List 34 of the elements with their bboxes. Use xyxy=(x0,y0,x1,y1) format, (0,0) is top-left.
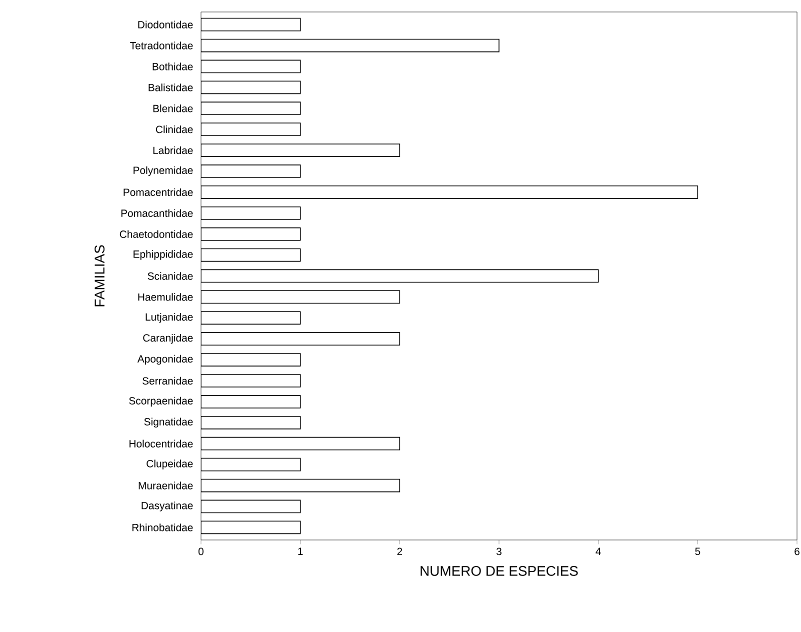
y-tick-label: Scorpaenidae xyxy=(129,396,193,407)
y-tick-label: Serranidae xyxy=(142,376,193,385)
y-tick-label: Clinidae xyxy=(156,125,193,134)
y-tick-label: Ephippididae xyxy=(134,250,193,260)
y-tick-label: Balistidae xyxy=(148,84,193,92)
y-tick-label: Haemulidae xyxy=(138,293,193,301)
x-tick-label: 5 xyxy=(695,548,700,556)
x-tick-label: 1 xyxy=(298,548,303,555)
y-tick-label: Labridae xyxy=(153,146,193,154)
y-tick-label: Bothidae xyxy=(152,62,193,70)
x-tick-label: 0 xyxy=(198,548,204,556)
y-tick-label: Holocentridae xyxy=(130,440,193,448)
y-tick-label: Polynemidae xyxy=(134,166,193,176)
x-tick-label: 6 xyxy=(794,548,800,556)
y-tick-label: Signatidae xyxy=(144,418,193,428)
y-tick-label: Chaetodontidae xyxy=(120,230,193,238)
y-tick-label: Pomacanthidae xyxy=(121,209,193,217)
x-tick-label: 4 xyxy=(596,548,601,555)
y-tick-label: Clupeidae xyxy=(146,460,193,470)
y-tick-label: Scianidae xyxy=(148,272,193,280)
y-tick-label: Muraenidae xyxy=(138,482,193,490)
y-tick-label: Pomacentridae xyxy=(124,188,193,196)
y-tick-label: Lutjanidae xyxy=(146,313,193,323)
y-tick-label: Apogonidae xyxy=(137,354,193,365)
x-tick-label: 3 xyxy=(496,548,502,556)
y-tick-label: Dasyatinae xyxy=(142,502,193,512)
y-tick-label: Tetradontidae xyxy=(130,42,193,50)
y-tick-label: Caranjidae xyxy=(143,334,193,344)
y-tick-label: Diodontidae xyxy=(138,20,193,28)
y-tick-label: Blenidae xyxy=(153,104,193,112)
y-axis-title: FAMILIAS xyxy=(94,245,105,306)
x-tick-label: 2 xyxy=(397,548,402,556)
y-tick-label: Rhinobatidae xyxy=(132,524,193,532)
x-axis-title: NUMERO DE ESPECIES xyxy=(420,566,578,576)
